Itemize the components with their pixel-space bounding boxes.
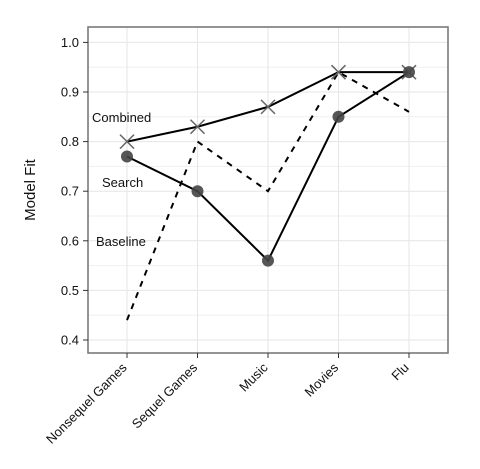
- point-search: [332, 110, 345, 123]
- point-combined: [260, 99, 276, 115]
- point-cross-stroke: [330, 64, 347, 80]
- point-search: [121, 150, 133, 163]
- x-tick-label: Sequel Games: [129, 360, 201, 432]
- x-tick-label: Nonsequel Games: [43, 360, 130, 447]
- x-tick-label: Music: [236, 360, 271, 395]
- point-search: [403, 66, 415, 79]
- series-line-baseline: [126, 70, 410, 321]
- y-axis-title: Model Fit: [22, 158, 39, 221]
- point-combined: [119, 134, 135, 150]
- y-tick-label: 0.6: [61, 233, 79, 248]
- x-tick-label: Flu: [388, 360, 411, 383]
- point-search: [262, 254, 274, 267]
- point-combined: [189, 119, 206, 135]
- y-tick-label: 0.7: [61, 184, 79, 199]
- y-tick-label: 0.8: [61, 134, 79, 149]
- annotation-combined: Combined: [92, 110, 151, 125]
- y-tick-label: 1.0: [61, 35, 79, 50]
- grid-lines: [88, 27, 448, 353]
- point-cross-stroke: [260, 99, 276, 115]
- marker-layer: [119, 64, 417, 267]
- annotation-search: Search: [102, 175, 143, 190]
- y-tick-label: 0.5: [61, 283, 79, 298]
- point-combined: [330, 64, 347, 80]
- x-tick-label: Movies: [301, 360, 341, 400]
- point-cross-stroke: [119, 134, 135, 150]
- annotation-baseline: Baseline: [96, 234, 146, 249]
- point-search: [191, 185, 204, 198]
- y-tick-label: 0.4: [61, 333, 79, 348]
- point-cross-stroke: [189, 119, 206, 135]
- y-tick-label: 0.9: [61, 85, 79, 100]
